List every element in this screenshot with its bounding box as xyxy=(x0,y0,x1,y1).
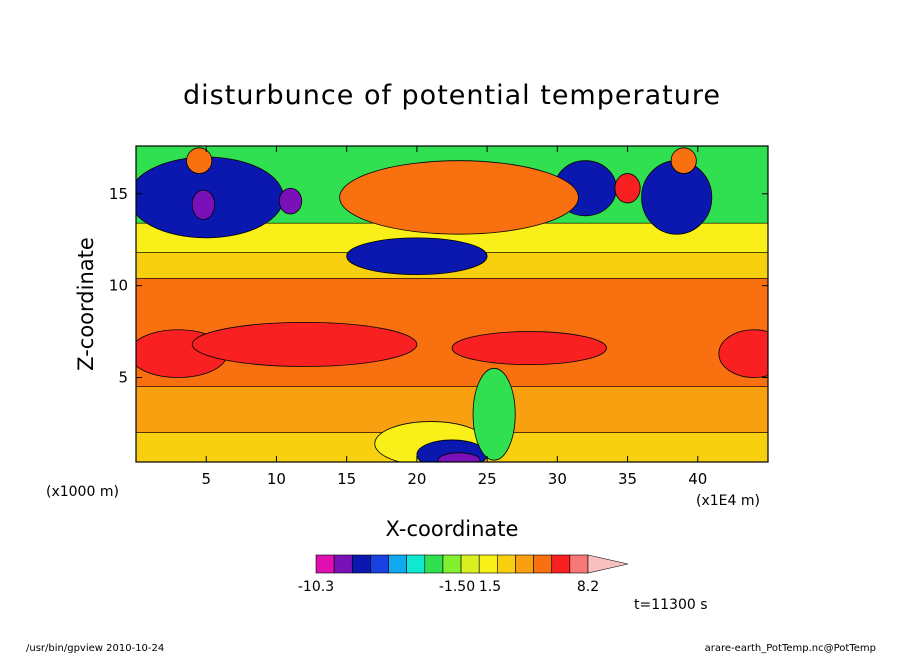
x-tick-label: 35 xyxy=(618,470,637,488)
x-unit-left: (x1000 m) xyxy=(46,484,119,500)
contour-region-warm-core-east xyxy=(451,331,607,366)
plot-frame xyxy=(135,145,769,463)
contour-field xyxy=(136,146,768,462)
colorbar-label: -1.50 xyxy=(439,579,475,595)
x-unit-right: (x1E4 m) xyxy=(696,493,760,509)
contour-region-anvil-top xyxy=(339,160,579,235)
y-tick-label: 5 xyxy=(118,368,128,386)
contour-region-warm-core-center xyxy=(191,321,418,367)
colorbar-segment xyxy=(551,554,571,574)
time-label: t=11300 s xyxy=(634,597,708,613)
contour-region-gust-front xyxy=(472,367,516,461)
y-tick-label: 15 xyxy=(109,185,128,203)
colorbar-segment xyxy=(478,554,498,574)
x-tick-label: 10 xyxy=(267,470,286,488)
contour-region-warm-eye-2 xyxy=(670,147,697,174)
colorbar-segment xyxy=(370,554,389,574)
colorbar-segment xyxy=(569,554,589,574)
x-tick-label: 15 xyxy=(337,470,356,488)
x-tick-label: 40 xyxy=(688,470,707,488)
contour-region-cold-pool-center xyxy=(346,237,488,276)
x-tick-label: 25 xyxy=(478,470,497,488)
colorbar-segment xyxy=(497,554,516,574)
colorbar-segment xyxy=(333,554,353,574)
colorbar-segment xyxy=(424,554,444,574)
colorbar-segment xyxy=(406,554,426,574)
footer-left: /usr/bin/gpview 2010-10-24 xyxy=(26,643,164,654)
colorbar-segment xyxy=(460,554,480,574)
contour-region-warm-eye-1 xyxy=(186,147,213,174)
contour-region-warm-spot-east xyxy=(614,173,641,204)
colorbar-segment xyxy=(388,554,407,574)
y-tick-label: 10 xyxy=(109,277,128,295)
x-axis-ticks: 5 10 15 20 25 30 35 40 xyxy=(201,146,707,488)
colorbar-segment xyxy=(442,554,462,574)
colorbar-label: -10.3 xyxy=(298,579,334,595)
colorbar xyxy=(315,554,629,574)
y-axis-ticks: 5 10 15 xyxy=(109,185,768,386)
colorbar-extension-arrow xyxy=(587,554,629,574)
colorbar-labels: -10.3 -1.50 1.5 8.2 xyxy=(298,579,599,595)
x-tick-label: 5 xyxy=(201,470,211,488)
colorbar-label: 8.2 xyxy=(577,579,599,595)
contour-region-warm-core-far-east xyxy=(718,329,768,378)
colorbar-label: 1.5 xyxy=(479,579,501,595)
colorbar-segment xyxy=(351,554,371,574)
colorbar-segment xyxy=(515,554,534,574)
chart-title: disturbunce of potential temperature xyxy=(183,80,721,111)
x-axis-label: X-coordinate xyxy=(386,517,519,541)
y-axis-label: Z-coordinate xyxy=(74,237,98,371)
footer-right: arare-earth_PotTemp.nc@PotTemp xyxy=(705,643,876,654)
colorbar-segment xyxy=(533,554,553,574)
contour-region-surface-cold-3 xyxy=(437,452,481,462)
colorbar-segment xyxy=(315,554,335,574)
x-tick-label: 30 xyxy=(548,470,567,488)
contour-region-cold-spot-1 xyxy=(191,189,216,220)
contour-region-cold-spot-2 xyxy=(278,187,303,215)
x-tick-label: 20 xyxy=(407,470,426,488)
